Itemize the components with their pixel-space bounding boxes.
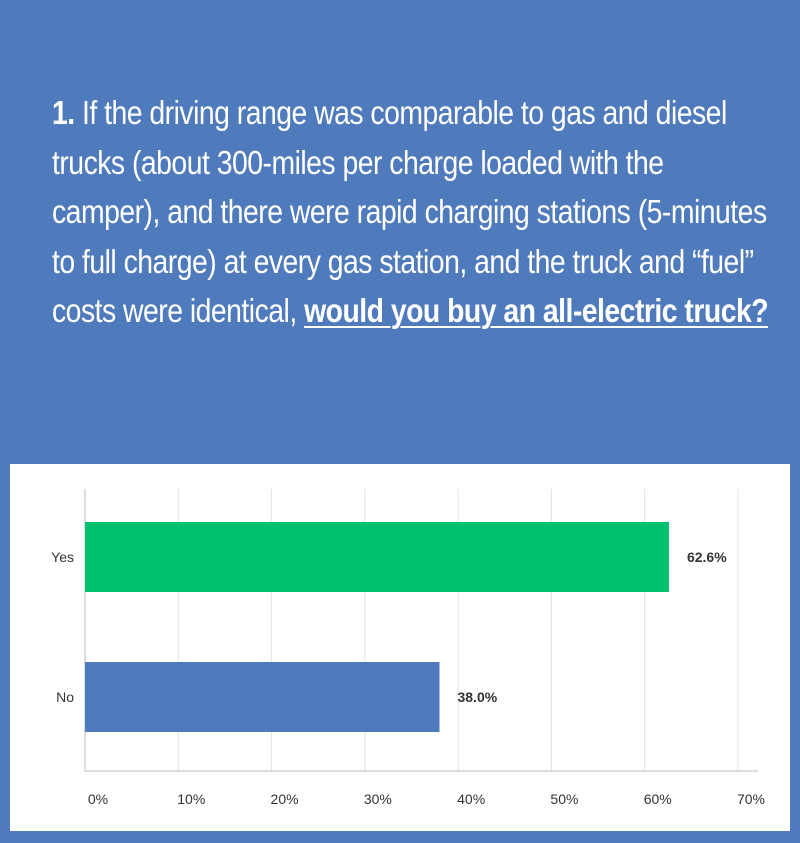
question-body: If the driving range was comparable to g… xyxy=(52,94,767,329)
category-label: No xyxy=(56,689,74,705)
x-tick-label: 40% xyxy=(457,791,485,807)
x-tick-label: 60% xyxy=(644,791,672,807)
x-tick-label: 70% xyxy=(737,791,765,807)
question-emphasis: would you buy an all-electric truck? xyxy=(304,292,769,329)
x-tick-label: 30% xyxy=(364,791,392,807)
question-number: 1. xyxy=(52,94,75,131)
x-tick-label: 0% xyxy=(88,791,108,807)
value-label: 62.6% xyxy=(687,549,727,565)
category-label: Yes xyxy=(51,549,74,565)
x-tick-label: 20% xyxy=(271,791,299,807)
chart-panel: 0% 10% 20% 30% 40% 50% 60% 70% Yes 62.6% No 38.0% xyxy=(10,464,790,831)
bar-yes xyxy=(85,522,669,592)
bar-chart: 0% 10% 20% 30% 40% 50% 60% 70% Yes 62.6% No 38.0% xyxy=(51,489,765,807)
question-text: 1. If the driving range was comparable t… xyxy=(52,88,774,336)
x-tick-label: 10% xyxy=(177,791,205,807)
value-label: 38.0% xyxy=(457,689,497,705)
bar-no xyxy=(85,662,440,732)
x-tick-label: 50% xyxy=(550,791,578,807)
